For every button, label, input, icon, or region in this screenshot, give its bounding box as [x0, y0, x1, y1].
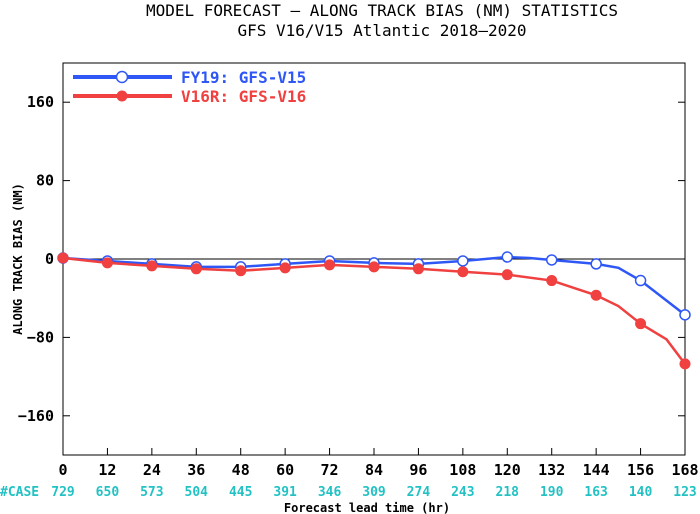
data-point: [501, 251, 514, 263]
data-point: [545, 254, 558, 266]
x-tick-label: 24: [143, 461, 161, 479]
data-point: [457, 255, 469, 267]
case-count: 123: [673, 485, 696, 500]
y-tick-label: −80: [27, 328, 54, 346]
legend-label: FY19: GFS-V15: [181, 68, 306, 87]
case-count: 163: [584, 485, 607, 500]
x-tick-label: 144: [583, 461, 610, 479]
case-count: 309: [362, 485, 385, 500]
data-point: [190, 263, 202, 275]
x-tick-label: 120: [494, 461, 521, 479]
data-point: [679, 358, 691, 370]
x-tick-label: 72: [321, 461, 339, 479]
x-tick-label: 84: [365, 461, 383, 479]
y-tick-label: 0: [45, 250, 54, 268]
x-tick-label: 0: [58, 461, 67, 479]
x-tick-label: 12: [98, 461, 116, 479]
y-ticks: 160 80 0 −80 −160: [18, 93, 685, 425]
case-count: 190: [540, 485, 564, 500]
y-tick-label: 160: [27, 93, 54, 111]
x-axis-label: Forecast lead time (hr): [284, 501, 450, 514]
x-tick-label: 108: [449, 461, 476, 479]
data-point: [57, 252, 69, 264]
series-line: [62, 256, 686, 365]
data-point: [546, 275, 558, 287]
chart-subtitle: GFS V16/V15 Atlantic 2018–2020: [238, 21, 527, 40]
case-labels: 729 650 573 504 445 391 346 309 274 243 218 190 163 1…: [51, 485, 696, 500]
case-count: 729: [51, 485, 74, 500]
legend-label: V16R: GFS-V16: [181, 87, 306, 106]
case-count: 573: [140, 485, 163, 500]
y-tick-label: 80: [36, 172, 54, 190]
series-layer: [57, 251, 691, 370]
x-tick-label: 96: [409, 461, 427, 479]
data-point: [279, 262, 291, 274]
x-tick-label: 132: [538, 461, 565, 479]
x-tick-label: 168: [671, 461, 698, 479]
data-point: [324, 259, 336, 271]
data-point: [634, 274, 647, 287]
data-point: [146, 260, 158, 272]
case-count: 140: [629, 485, 653, 500]
case-count: 650: [96, 485, 120, 500]
data-point: [501, 269, 513, 281]
case-count: 218: [496, 485, 520, 500]
case-count: 504: [185, 485, 209, 500]
chart-title: MODEL FORECAST – ALONG TRACK BIAS (NM) S…: [146, 1, 618, 20]
case-count: 243: [451, 485, 474, 500]
data-point: [235, 265, 247, 277]
case-count: 391: [273, 485, 297, 500]
x-ticks: 0 12 24 36 48 60 72 84 96 108 120 132 144 156 168: [58, 448, 699, 479]
case-count: 274: [407, 485, 431, 500]
x-tick-label: 60: [276, 461, 294, 479]
x-tick-label: 36: [187, 461, 205, 479]
data-point: [635, 318, 647, 330]
case-count: 346: [318, 485, 342, 500]
data-point: [412, 263, 424, 275]
series-2: [57, 252, 691, 370]
y-axis-label: ALONG TRACK BIAS (NM): [11, 183, 25, 335]
data-point: [457, 266, 469, 278]
case-count: 445: [229, 485, 252, 500]
legend-marker: [116, 90, 128, 102]
data-point: [590, 258, 602, 270]
data-point: [679, 309, 691, 321]
y-tick-label: −160: [18, 407, 54, 425]
x-tick-label: 48: [232, 461, 250, 479]
data-point: [590, 289, 602, 301]
cases-label: #CASE: [0, 485, 39, 500]
legend-marker: [115, 70, 129, 84]
x-tick-label: 156: [627, 461, 654, 479]
data-point: [368, 261, 380, 273]
data-point: [101, 257, 113, 269]
